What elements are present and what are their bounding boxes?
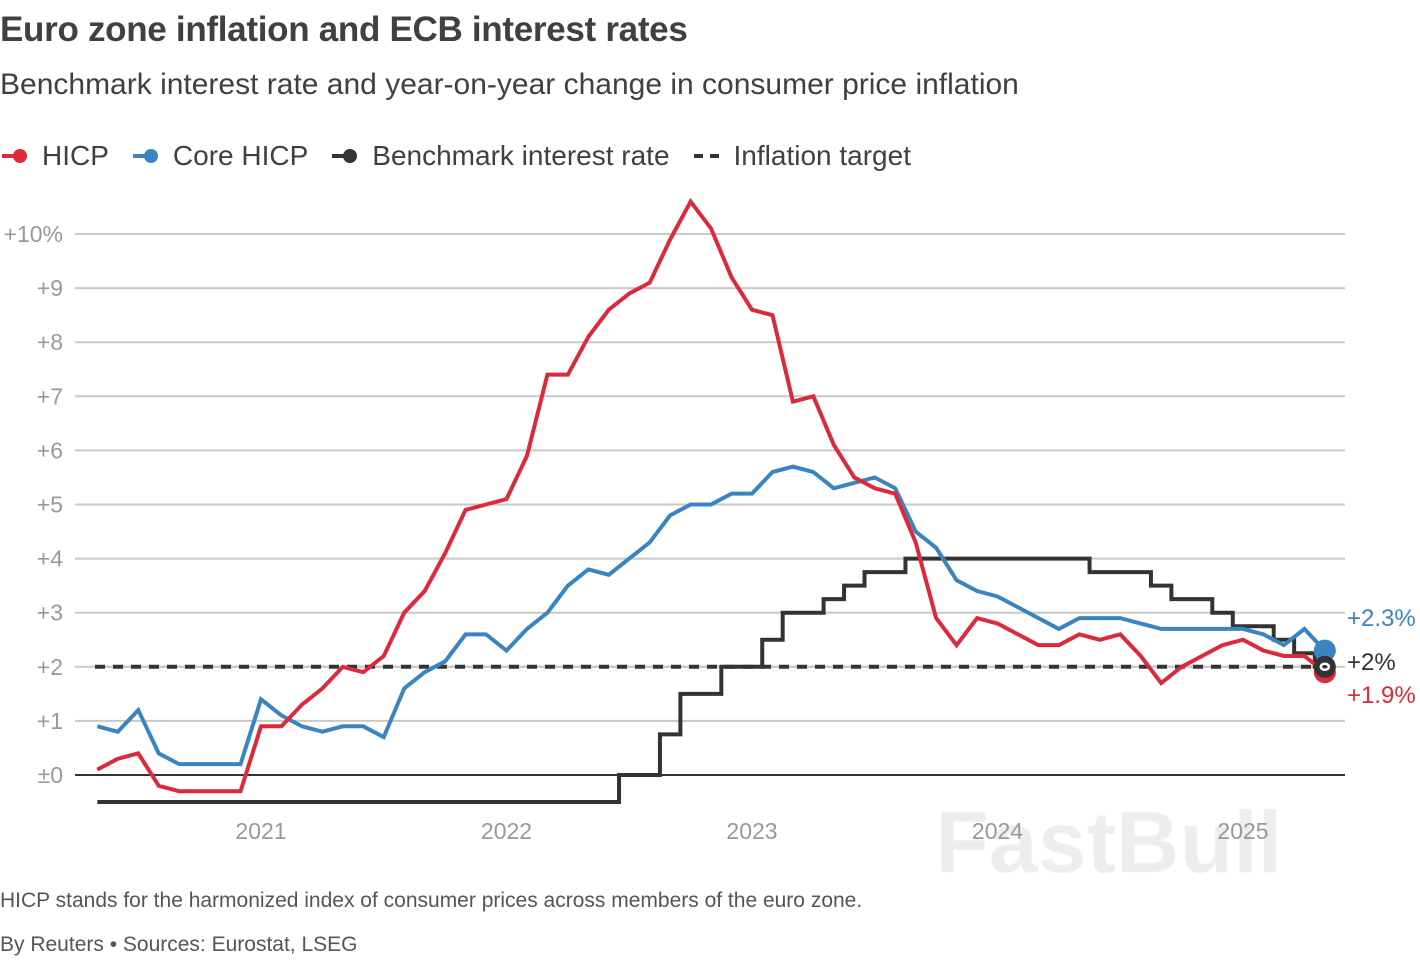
benchmark-rate-end-marker-inner <box>1319 662 1331 672</box>
y-tick-label: +2 <box>37 654 63 680</box>
core-hicp-end-marker <box>1313 639 1336 662</box>
end-label-core-hicp: +2.3% <box>1347 605 1416 632</box>
x-tick-label: 2022 <box>481 818 532 844</box>
y-tick-label: ±0 <box>38 762 63 788</box>
x-tick-label: 2023 <box>726 818 777 844</box>
end-label-hicp: +1.9% <box>1347 682 1416 709</box>
y-tick-label: +7 <box>37 383 63 409</box>
legend-item-inflation-target: Inflation target <box>692 140 911 172</box>
core-hicp-line <box>96 464 1327 767</box>
benchmark-rate-line <box>97 556 1325 805</box>
end-label-benchmark-interest-rate: +2% <box>1347 649 1396 676</box>
chart-title: Euro zone inflation and ECB interest rat… <box>0 10 688 49</box>
legend-label: HICP <box>42 140 109 171</box>
y-tick-label: +3 <box>37 600 63 626</box>
y-tick-label: +10% <box>4 221 63 247</box>
benchmark-rate-end-marker <box>1313 655 1336 678</box>
legend-swatch-core-hicp <box>132 149 158 163</box>
legend-item-core-hicp: Core HICP <box>131 140 308 172</box>
y-tick-label: +8 <box>37 329 63 355</box>
hicp-line <box>96 197 1327 794</box>
legend-item-benchmark-rate: Benchmark interest rate <box>330 140 670 172</box>
legend: HICP Core HICP Benchmark interest rate I… <box>0 140 933 172</box>
x-tick-label: 2024 <box>972 818 1023 844</box>
legend-swatch-inflation-target <box>693 154 724 158</box>
watermark-image <box>930 790 1350 885</box>
legend-swatch-hicp <box>2 149 27 163</box>
source-line: By Reuters • Sources: Eurostat, LSEG <box>0 933 358 956</box>
y-tick-label: +6 <box>37 437 63 463</box>
x-tick-label: 2025 <box>1217 818 1268 844</box>
x-tick-label: 2021 <box>235 818 286 844</box>
legend-label: Benchmark interest rate <box>372 140 670 171</box>
legend-item-hicp: HICP <box>0 140 109 172</box>
legend-swatch-benchmark-rate <box>332 149 358 163</box>
y-tick-label: +4 <box>37 546 63 572</box>
chart-subtitle: Benchmark interest rate and year-on-year… <box>0 68 1019 101</box>
y-tick-label: +1 <box>37 708 63 734</box>
legend-label: Inflation target <box>733 140 911 171</box>
y-tick-label: +5 <box>37 492 63 518</box>
footnote: HICP stands for the harmonized index of … <box>0 889 863 912</box>
legend-label: Core HICP <box>172 140 309 171</box>
y-tick-label: +9 <box>37 275 63 301</box>
